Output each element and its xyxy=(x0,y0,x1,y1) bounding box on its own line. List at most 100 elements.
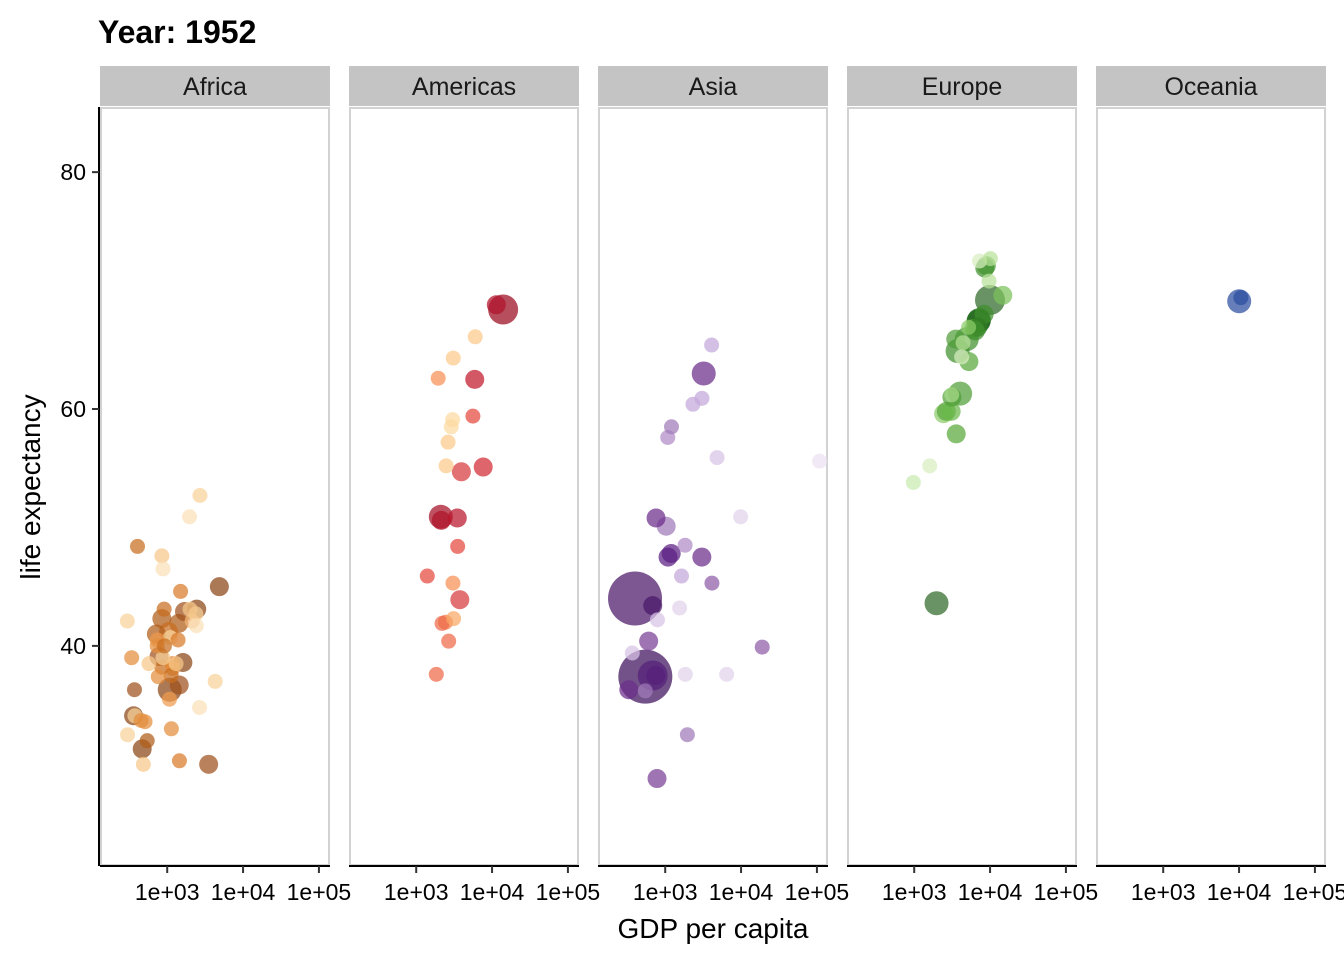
data-point xyxy=(981,273,997,289)
facet-panel-border xyxy=(349,107,579,866)
data-point xyxy=(465,408,481,424)
facet-strip xyxy=(349,66,579,106)
data-point xyxy=(486,295,506,315)
data-point xyxy=(993,285,1013,305)
data-point xyxy=(438,458,454,474)
data-point xyxy=(692,547,712,567)
data-point xyxy=(704,575,720,591)
data-point xyxy=(445,350,461,366)
facet-panel-border xyxy=(598,107,828,866)
facet-strip xyxy=(598,66,828,106)
data-point xyxy=(473,457,493,477)
data-point xyxy=(155,561,171,577)
data-point xyxy=(922,458,938,474)
data-point xyxy=(637,683,653,699)
facet-panel-asia: Asia 1e+03 1e+04 1e+05 xyxy=(598,66,849,905)
x-tick-label: 1e+04 xyxy=(958,879,1023,905)
data-point xyxy=(163,668,179,683)
x-tick-label: 1e+03 xyxy=(135,879,200,905)
data-point xyxy=(754,639,770,655)
data-point xyxy=(192,487,208,503)
x-axis-label: GDP per capita xyxy=(618,913,809,944)
data-point xyxy=(133,713,149,729)
x-tick-label: 1e+03 xyxy=(633,879,698,905)
data-point xyxy=(161,691,177,707)
data-point xyxy=(677,537,693,553)
data-point xyxy=(126,682,142,698)
data-point xyxy=(467,329,483,345)
data-point xyxy=(924,591,949,616)
data-point xyxy=(209,577,229,597)
data-point xyxy=(624,645,640,661)
data-point xyxy=(685,396,701,412)
data-point xyxy=(119,613,135,629)
data-point xyxy=(661,544,681,564)
data-point xyxy=(182,509,198,525)
data-point xyxy=(173,583,189,599)
data-point xyxy=(419,568,435,584)
data-point xyxy=(199,754,219,774)
data-point xyxy=(156,638,172,654)
data-point xyxy=(961,319,977,335)
facet-strip xyxy=(1096,66,1326,106)
x-tick-label: 1e+04 xyxy=(460,879,525,905)
data-point xyxy=(434,615,450,631)
x-tick-label: 1e+05 xyxy=(785,879,850,905)
data-point xyxy=(171,753,187,769)
data-point xyxy=(182,601,198,617)
data-point xyxy=(663,419,679,435)
data-point xyxy=(719,666,735,682)
data-point xyxy=(170,632,186,648)
data-point xyxy=(955,335,971,351)
data-point xyxy=(619,680,639,700)
data-point xyxy=(155,650,171,666)
data-point xyxy=(465,369,485,389)
x-tick-label: 1e+03 xyxy=(384,879,449,905)
x-tick-label: 1e+03 xyxy=(1131,879,1196,905)
data-point xyxy=(445,575,461,591)
x-tick-label: 1e+03 xyxy=(882,879,947,905)
data-point xyxy=(982,251,998,267)
y-tick-label: 80 xyxy=(60,159,86,185)
data-point xyxy=(207,673,223,689)
data-point xyxy=(646,666,666,685)
data-point xyxy=(733,509,749,525)
x-tick-label: 1e+05 xyxy=(287,879,352,905)
x-tick-label: 1e+04 xyxy=(211,879,276,905)
data-point xyxy=(691,361,716,386)
data-point xyxy=(124,650,140,666)
data-point xyxy=(941,401,961,421)
y-tick-label: 40 xyxy=(60,633,86,659)
facet-strip-label: Europe xyxy=(922,73,1003,101)
data-point xyxy=(679,727,695,743)
data-point xyxy=(135,756,151,772)
x-tick-label: 1e+05 xyxy=(536,879,601,905)
facet-strip-label: Oceania xyxy=(1164,73,1257,101)
data-point xyxy=(946,424,966,444)
y-axis-label: life expectancy xyxy=(15,394,46,579)
data-point xyxy=(450,590,470,610)
data-point xyxy=(446,611,462,627)
chart-title: Year: 1952 xyxy=(98,14,256,50)
y-axis: 40 60 80 xyxy=(60,107,100,866)
facet-panel-africa: Africa 1e+03 1e+04 1e+05 xyxy=(100,66,351,905)
facet-strip xyxy=(847,66,1077,106)
data-point xyxy=(639,631,659,651)
data-point xyxy=(154,548,170,564)
data-point xyxy=(445,412,461,428)
data-point xyxy=(954,349,970,365)
facet-strip-label: Americas xyxy=(412,73,516,101)
y-tick-label: 60 xyxy=(60,396,86,422)
data-point xyxy=(120,727,136,743)
data-point xyxy=(646,508,666,528)
facet-panel-oceania: Oceania 1e+03 1e+04 1e+05 xyxy=(1096,66,1344,905)
data-point xyxy=(428,666,444,682)
x-tick-label: 1e+05 xyxy=(1034,879,1099,905)
data-point xyxy=(905,474,921,490)
data-point xyxy=(430,370,446,386)
data-point xyxy=(649,612,665,628)
data-point xyxy=(709,450,725,466)
facet-panels: Africa 1e+03 1e+04 1e+05 Americas 1e+03 1e+04 1… xyxy=(100,66,1344,905)
facet-panel-border xyxy=(847,107,1077,866)
